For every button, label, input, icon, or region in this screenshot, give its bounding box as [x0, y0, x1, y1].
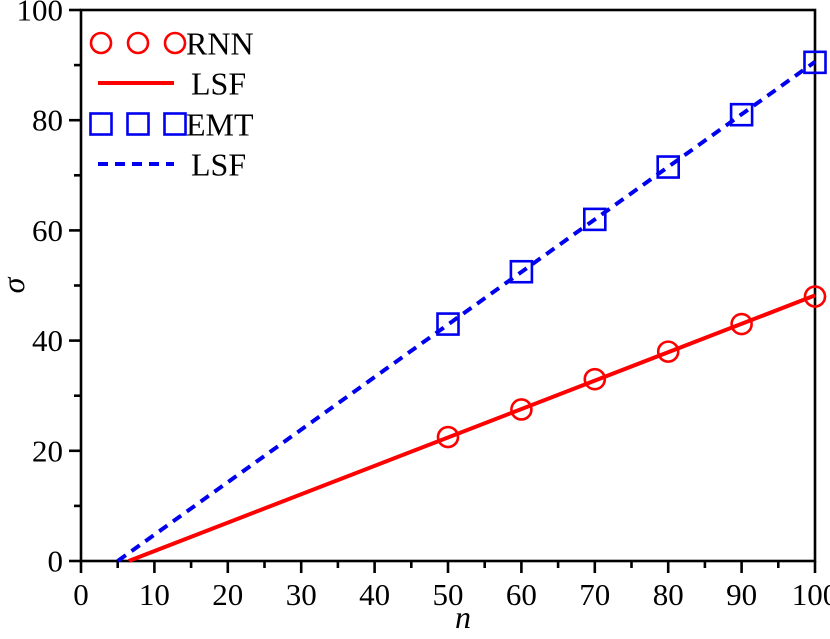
x-axis-label: n [455, 599, 471, 635]
x-tick-label: 10 [139, 577, 170, 612]
data-point-circle [656, 340, 680, 363]
x-tick-label: 20 [212, 577, 243, 612]
series-emt-2 [436, 50, 827, 336]
legend-item-rnn-0: RNN [89, 26, 254, 62]
data-point-square [509, 259, 534, 284]
legend-circle-marker-icon [163, 31, 187, 55]
legend-square-marker-icon [126, 112, 150, 136]
series-rnn-0 [436, 285, 827, 449]
x-tick-label: 70 [579, 577, 610, 612]
x-tick-label: 90 [726, 577, 757, 612]
legend-square-marker-icon [163, 112, 187, 136]
legend: RNN LSF EMT LSF [89, 26, 254, 183]
x-axis: 0 10 20 30 40 50 60 70 80 90 100 [73, 561, 830, 612]
series-lsf-3 [116, 60, 817, 563]
legend-item-lsf-1: LSF [98, 66, 246, 102]
legend-label: LSF [191, 147, 246, 183]
x-tick-label: 30 [286, 577, 317, 612]
y-tick-label: 100 [17, 0, 64, 28]
y-tick-label: 20 [32, 433, 63, 468]
y-tick-label: 40 [32, 323, 63, 358]
data-point-square [803, 50, 827, 75]
data-point-circle [583, 367, 607, 391]
legend-square-marker-icon [89, 112, 113, 136]
y-tick-label: 0 [48, 544, 64, 579]
data-point-circle [510, 398, 533, 421]
legend-item-lsf-3: LSF [98, 147, 246, 183]
x-tick-label: 50 [433, 577, 464, 612]
x-tick-label: 0 [73, 577, 89, 612]
legend-item-emt-2: EMT [89, 107, 254, 143]
data-point-square [729, 102, 754, 127]
legend-label: LSF [191, 66, 246, 102]
data-point-square [436, 312, 460, 336]
y-tick-label: 80 [32, 103, 63, 138]
y-axis-label: σ [0, 276, 31, 293]
series-lsf-1 [127, 293, 816, 563]
legend-circle-marker-icon [126, 31, 150, 55]
data-point-circle [803, 285, 827, 308]
legend-circle-marker-icon [89, 31, 113, 55]
y-tick-label: 60 [32, 213, 63, 248]
x-tick-label: 100 [792, 577, 830, 612]
fit-line-dashed [116, 60, 817, 563]
x-tick-label: 60 [506, 577, 537, 612]
data-point-circle [730, 312, 753, 336]
x-tick-label: 80 [653, 577, 684, 612]
x-tick-label: 40 [359, 577, 390, 612]
data-point-square [656, 155, 681, 179]
y-axis: 0 20 40 60 80 100 [17, 0, 81, 579]
legend-label: RNN [186, 26, 254, 62]
data-point-circle [436, 425, 460, 449]
legend-label: EMT [186, 107, 254, 143]
fit-line-solid [127, 293, 816, 563]
data-point-square [582, 207, 607, 232]
